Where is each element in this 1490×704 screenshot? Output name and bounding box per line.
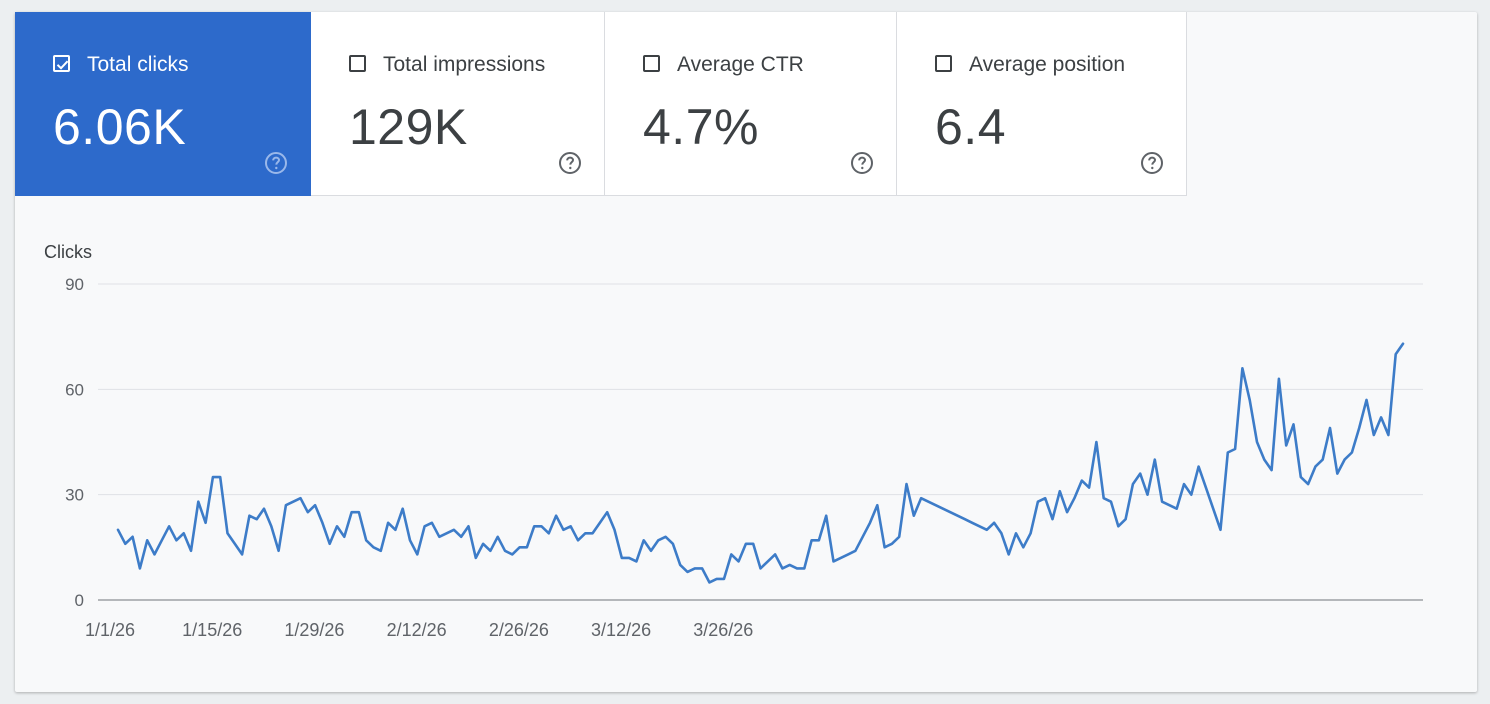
help-icon[interactable] (1140, 151, 1164, 175)
series-line-total-clicks (116, 342, 1405, 584)
metric-label: Total clicks (87, 53, 189, 76)
metric-label: Average position (969, 53, 1126, 76)
help-icon[interactable] (558, 151, 582, 175)
clicks-chart: Clicks 0 30 60 90 1/1/26 1/15/26 1/29/26 2/12/26… (15, 196, 1477, 692)
x-tick-label: 3/12/26 (591, 620, 651, 640)
y-tick-label: 60 (65, 380, 84, 399)
help-icon[interactable] (850, 151, 874, 175)
metric-value: 4.7% (643, 99, 759, 155)
metric-tabs: Total clicks 6.06K Total impressions 129… (15, 12, 1187, 196)
checkbox-unchecked-icon[interactable] (935, 55, 952, 72)
x-tick-label: 1/15/26 (182, 620, 242, 640)
metric-average-position[interactable]: Average position 6.4 (897, 12, 1187, 196)
x-tick-label: 1/1/26 (85, 620, 135, 640)
x-tick-label: 2/26/26 (489, 620, 549, 640)
metric-average-ctr[interactable]: Average CTR 4.7% (605, 12, 897, 196)
y-tick-label: 90 (65, 275, 84, 294)
y-tick-label: 30 (65, 486, 84, 505)
help-icon[interactable] (264, 151, 288, 175)
metric-total-impressions[interactable]: Total impressions 129K (311, 12, 605, 196)
metric-value: 6.4 (935, 99, 1007, 155)
x-tick-label: 3/26/26 (693, 620, 753, 640)
checkbox-unchecked-icon[interactable] (349, 55, 366, 72)
y-tick-label: 0 (75, 591, 84, 610)
x-tick-label: 1/29/26 (284, 620, 344, 640)
metric-total-clicks[interactable]: Total clicks 6.06K (15, 12, 311, 196)
performance-card: Total clicks 6.06K Total impressions 129… (15, 12, 1477, 692)
metric-value: 129K (349, 99, 468, 155)
x-tick-label: 2/12/26 (387, 620, 447, 640)
checkbox-unchecked-icon[interactable] (643, 55, 660, 72)
chart-svg: Clicks 0 30 60 90 1/1/26 1/15/26 1/29/26 2/12/26… (44, 242, 1423, 640)
checkbox-checked-icon[interactable] (53, 55, 70, 72)
metric-value: 6.06K (53, 99, 187, 155)
metric-label: Total impressions (383, 53, 546, 76)
metric-label: Average CTR (677, 53, 804, 76)
y-axis-title: Clicks (44, 242, 92, 262)
